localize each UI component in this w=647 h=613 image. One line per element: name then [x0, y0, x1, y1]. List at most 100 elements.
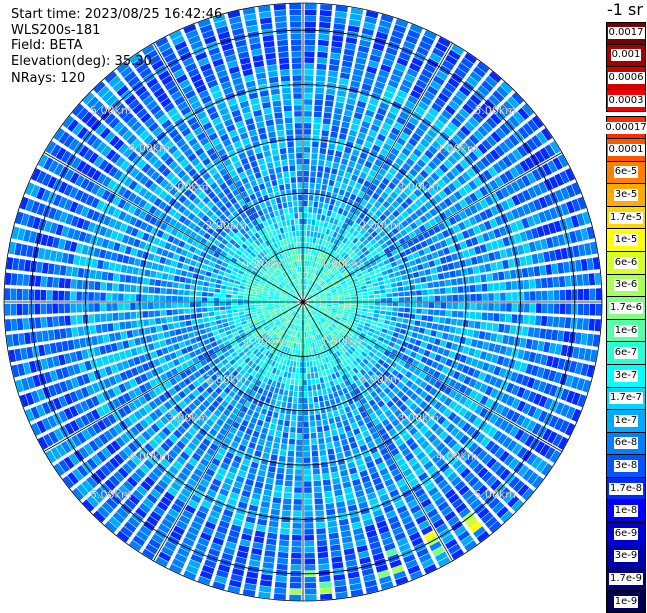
range-gate: [217, 447, 227, 456]
range-gate: [308, 304, 314, 308]
range-gate: [229, 412, 237, 421]
range-gate: [312, 129, 320, 136]
range-gate: [439, 317, 446, 324]
range-gate: [416, 308, 422, 314]
range-gate: [401, 220, 409, 228]
range-gate: [118, 293, 124, 301]
range-gate: [464, 455, 475, 466]
range-gate: [340, 268, 346, 274]
range-gate: [374, 234, 382, 242]
range-gate: [474, 349, 482, 359]
range-gate: [112, 293, 118, 301]
range-gate: [119, 274, 126, 283]
range-gate: [399, 132, 410, 141]
range-gate: [314, 300, 321, 302]
range-gate: [424, 201, 433, 210]
range-gate: [196, 313, 203, 319]
range-gate: [154, 279, 162, 287]
range-gate: [210, 542, 222, 552]
range-gate: [313, 123, 321, 130]
range-gate: [492, 162, 503, 174]
range-gate: [311, 281, 315, 287]
range-gate: [532, 213, 541, 225]
range-gate: [343, 253, 349, 260]
range-gate: [359, 228, 367, 235]
range-gate: [177, 296, 184, 302]
range-gate: [355, 163, 363, 171]
range-gate: [337, 334, 343, 340]
range-gate: [448, 194, 458, 204]
range-gate: [322, 331, 328, 337]
range-gate: [453, 261, 461, 269]
range-gate: [383, 339, 390, 345]
range-gate: [222, 422, 231, 431]
range-gate: [382, 200, 391, 209]
range-gate: [578, 244, 586, 257]
range-gate: [278, 413, 285, 420]
range-gate: [347, 135, 356, 143]
range-gate: [362, 299, 369, 302]
range-gate: [375, 408, 383, 417]
range-gate: [249, 403, 257, 411]
range-gate: [137, 319, 144, 328]
range-gate: [559, 289, 566, 301]
range-gate: [353, 281, 360, 286]
range-gate: [353, 318, 360, 323]
range-gate: [357, 275, 364, 281]
range-gate: [356, 364, 363, 371]
range-gate: [271, 380, 277, 387]
range-gate: [433, 309, 440, 316]
range-gate: [319, 10, 332, 17]
range-gate: [118, 283, 125, 292]
range-gate: [308, 397, 313, 403]
range-gate: [318, 438, 325, 445]
range-gate: [279, 370, 284, 377]
range-gate: [199, 328, 207, 335]
range-gate: [203, 259, 210, 265]
range-gate: [259, 579, 272, 587]
range-gate: [285, 328, 290, 334]
range-gate: [43, 249, 52, 261]
range-gate: [308, 207, 313, 213]
range-gate: [294, 379, 299, 386]
range-gate: [538, 211, 547, 223]
range-gate: [229, 492, 239, 501]
range-gate: [351, 382, 358, 390]
range-gate: [402, 432, 411, 442]
range-gate: [388, 256, 396, 263]
range-gate: [122, 255, 130, 264]
range-gate: [176, 335, 184, 342]
range-gate: [175, 328, 182, 336]
range-gate: [311, 289, 316, 294]
range-gate: [395, 423, 404, 432]
range-gate: [330, 466, 338, 473]
range-gate: [187, 478, 198, 488]
range-gate: [217, 275, 224, 280]
range-gate: [199, 570, 213, 580]
range-gate: [274, 587, 287, 594]
range-gate: [319, 401, 325, 408]
range-gate: [221, 482, 232, 491]
range-gate: [182, 264, 189, 271]
range-gate: [363, 573, 376, 582]
range-gate: [351, 244, 358, 251]
range-gate: [194, 348, 202, 356]
range-gate: [275, 430, 282, 438]
range-gate: [95, 270, 102, 280]
range-gate: [331, 311, 337, 315]
range-gate: [364, 160, 373, 169]
range-gate: [498, 487, 511, 500]
range-gate: [303, 290, 305, 297]
range-gate: [565, 406, 576, 420]
range-gate: [361, 83, 372, 92]
range-gate: [288, 354, 292, 360]
range-gate: [474, 213, 483, 224]
range-gate: [428, 260, 436, 268]
range-gate: [368, 291, 374, 295]
range-gate: [232, 386, 240, 394]
range-gate: [188, 332, 195, 339]
range-gate: [416, 436, 426, 445]
range-gate: [178, 341, 186, 349]
range-gate: [197, 576, 211, 586]
range-gate: [377, 276, 384, 282]
